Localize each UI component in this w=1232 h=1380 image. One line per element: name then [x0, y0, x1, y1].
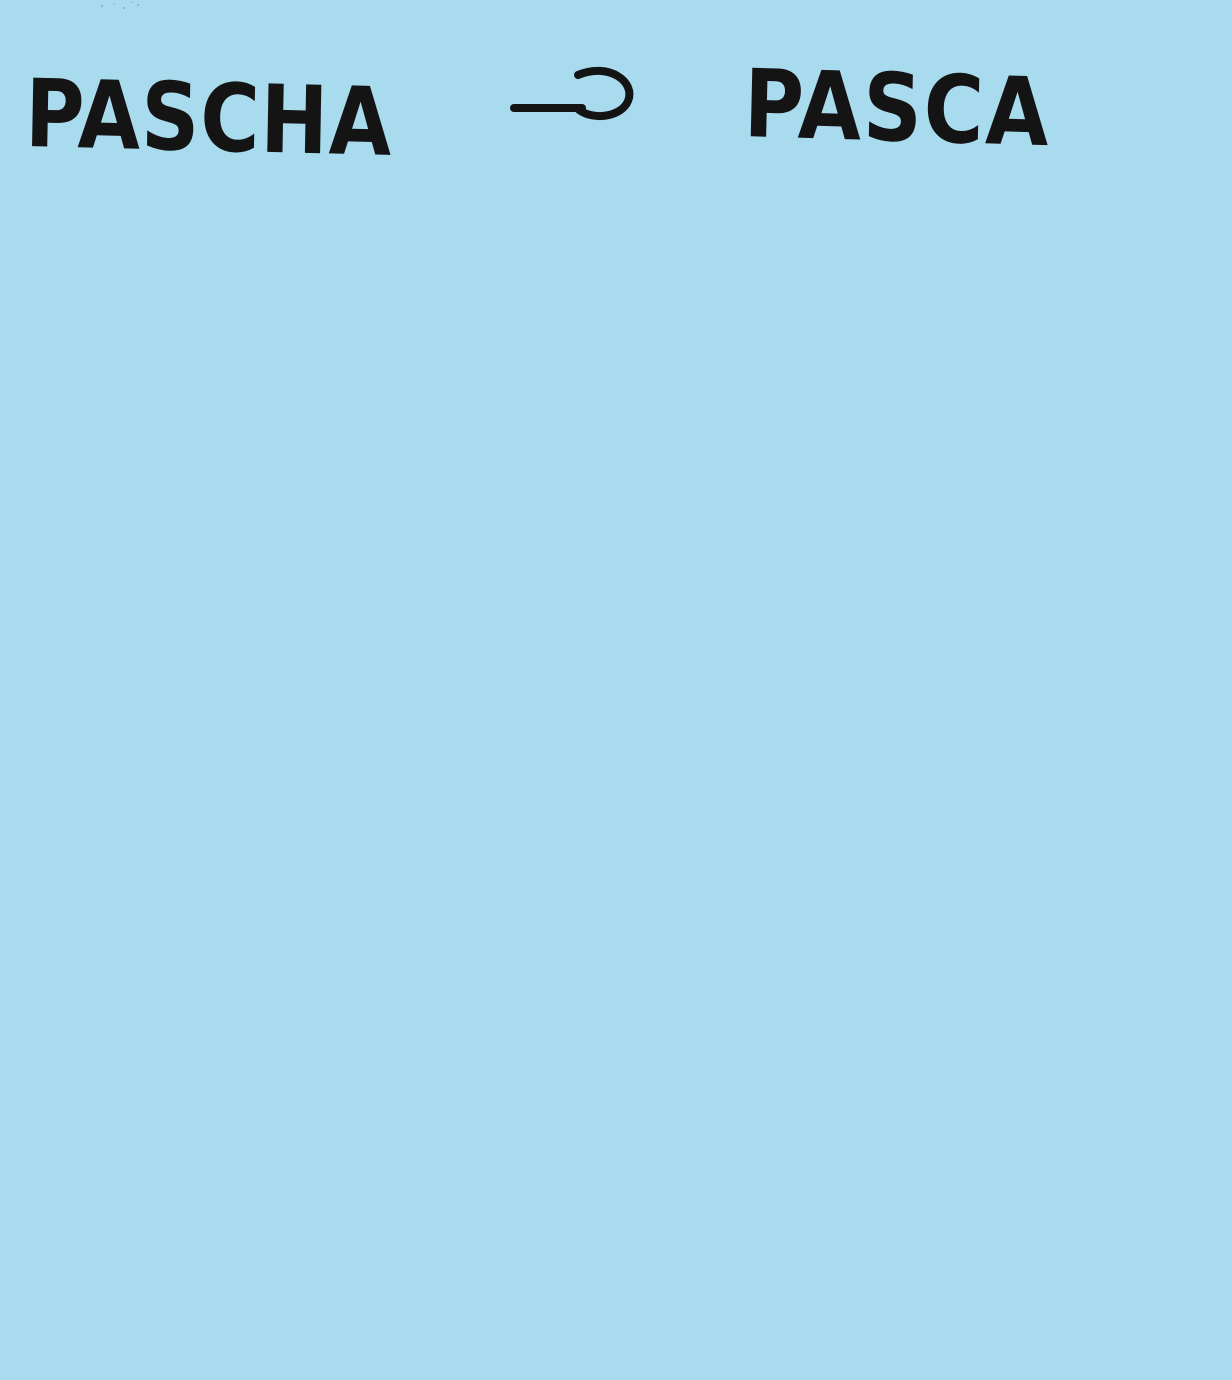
right-arrow-icon: [510, 66, 634, 121]
arrow-head: [573, 66, 634, 121]
source-word: PASCHA: [24, 60, 394, 178]
paper-speckle: [101, 1, 139, 10]
target-word: PASCA: [742, 50, 1052, 169]
